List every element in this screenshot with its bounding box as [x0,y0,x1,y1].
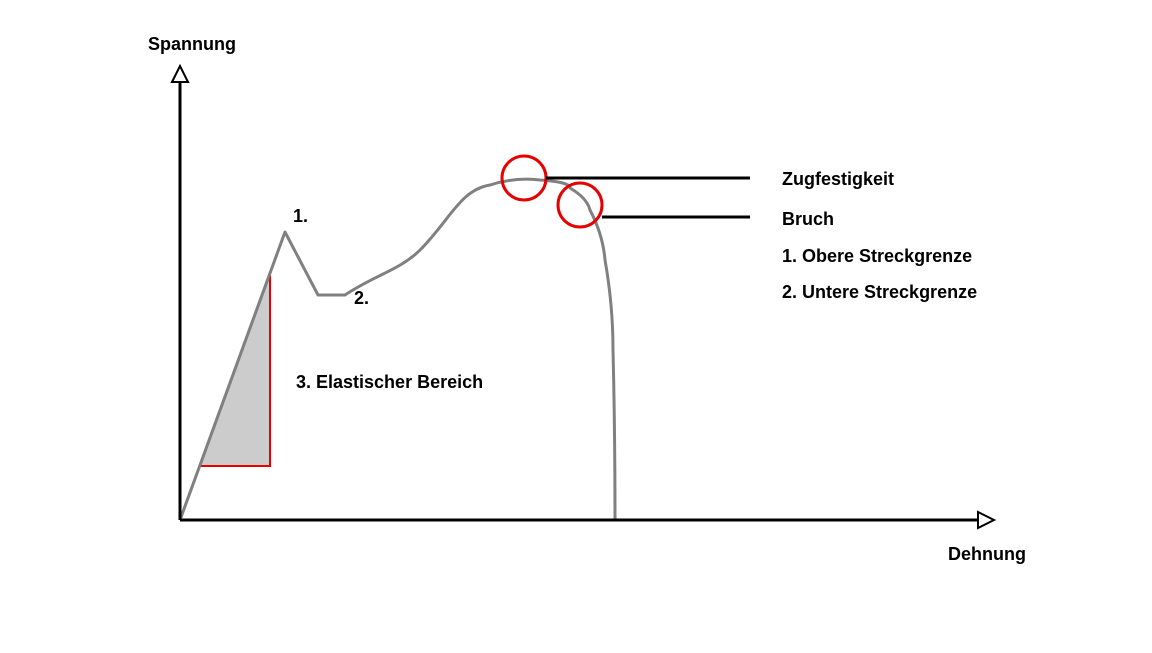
y-axis-label: Spannung [148,34,236,54]
tensile-strength-label: Zugfestigkeit [782,169,894,189]
x-axis-label: Dehnung [948,544,1026,564]
fracture-label: Bruch [782,209,834,229]
diagram-svg: Spannung Dehnung 1. 2. 3. Elastischer Bereic… [0,0,1152,648]
point-2-label: 2. [354,288,369,308]
point-1-label: 1. [293,206,308,226]
elastic-region-label: 3. Elastischer Bereich [296,372,483,392]
legend-upper-yield: 1. Obere Streckgrenze [782,246,972,266]
stress-strain-diagram: Spannung Dehnung 1. 2. 3. Elastischer Bereic… [0,0,1152,648]
legend-lower-yield: 2. Untere Streckgrenze [782,282,977,302]
